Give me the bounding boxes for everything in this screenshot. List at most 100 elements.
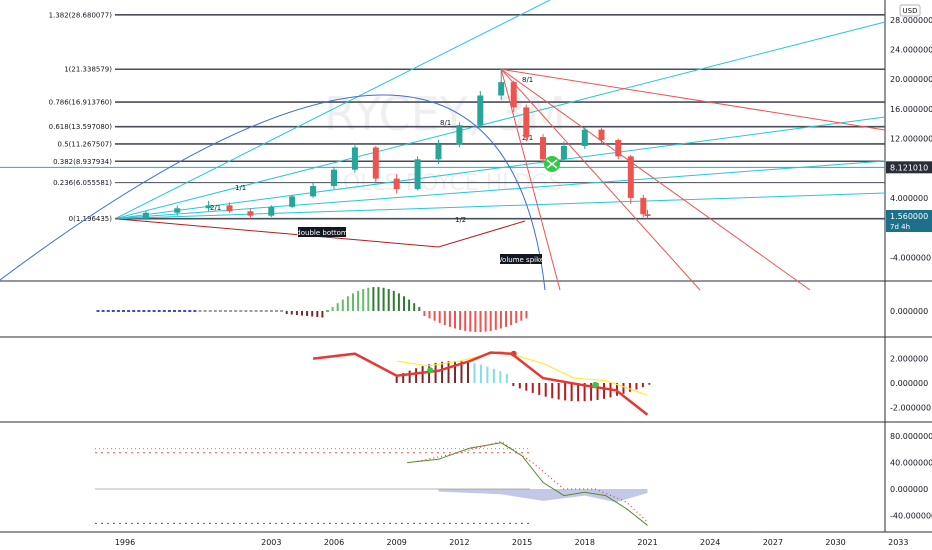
ind2-bar-14	[486, 366, 489, 383]
pane-separators	[0, 0, 932, 533]
fib-label-0.236: 0.236(6.055581)	[53, 179, 112, 187]
ind1-dot-1	[101, 310, 105, 312]
x-tick-2030: 2030	[825, 538, 845, 547]
ind2-bar-1	[402, 373, 405, 383]
ind1-dot-31	[254, 310, 258, 312]
candles	[142, 69, 651, 221]
fib-label-0: 0(1.196435)	[69, 215, 113, 223]
candle-body-21	[581, 129, 588, 146]
ind1-dot-33	[264, 310, 268, 312]
ind2-bar-11	[466, 362, 469, 383]
ind1-dot-13	[162, 310, 166, 312]
ind2-bar-3	[415, 368, 418, 383]
ind1-bar-76	[484, 311, 487, 332]
candle-body-24	[627, 156, 634, 198]
candle-body-16	[498, 82, 505, 96]
x-tick-2018: 2018	[575, 538, 595, 547]
ind1-dot-6	[127, 310, 131, 312]
gann-down-ray-3	[500, 68, 811, 291]
ind1-bar-75	[479, 311, 482, 332]
ind1-dot-20	[198, 310, 202, 312]
candle-body-0	[142, 212, 149, 219]
candle-body-12	[414, 159, 421, 189]
ind2-bar-13	[479, 364, 482, 383]
ind3-area	[438, 489, 648, 503]
gann-down-ray-1	[500, 68, 701, 291]
axes: 1996 2003 2006 2009 2012 2015 2018 2021 2024 2027…	[115, 4, 932, 547]
candle-body-20	[560, 145, 567, 160]
ind1-bar-73	[469, 311, 472, 332]
ind1-bar-72	[464, 311, 467, 331]
candle-body-1	[174, 208, 181, 213]
ind1-bar-77	[489, 311, 492, 331]
ind1-bar-66	[433, 311, 436, 321]
x-tick-2015: 2015	[512, 538, 532, 547]
ind1-bar-50	[352, 293, 354, 311]
ind2-bar-21	[531, 383, 534, 393]
ind1-bar-42	[311, 311, 314, 317]
ind1-dot-4	[116, 310, 120, 312]
ind2-bar-25	[557, 383, 560, 400]
x-tick-2027: 2027	[763, 538, 783, 547]
ind1-bar-69	[448, 311, 451, 327]
ind1-bar-56	[382, 287, 385, 311]
ind2-bar-8	[447, 361, 450, 383]
ind1-dot-45	[326, 310, 329, 312]
ind1-bar-48	[341, 299, 344, 311]
ind2-bar-32	[603, 383, 606, 399]
x-tick-2033: 2033	[888, 538, 908, 547]
ind1-dot-14	[167, 310, 171, 312]
ind2-bar-12	[473, 363, 476, 383]
ind2-bar-2	[408, 370, 411, 383]
annotations: double bottom Volume spike	[296, 227, 544, 264]
fibonacci-levels: 1.382(28.680077) 1(21.338579) 0.786(16.913…	[0, 11, 885, 223]
candle-body-3	[226, 205, 233, 212]
gann-label-4: 2/1	[522, 134, 533, 142]
ind3-tick--40.000000: -40.000000	[890, 511, 932, 520]
ind1-bar-58	[392, 290, 395, 311]
price-marker-bg	[886, 161, 932, 174]
ind2-bar-5	[428, 364, 431, 383]
x-tick-2006: 2006	[324, 538, 344, 547]
price-marker-label: 8.121010	[890, 163, 928, 172]
candle-body-7	[310, 186, 317, 197]
gann-label-2: 1/1	[235, 184, 246, 192]
ind2-bar-0	[395, 375, 398, 383]
currency-label: USD	[903, 7, 918, 15]
candle-body-18	[523, 107, 530, 138]
ind2-cross-marker-2	[592, 381, 599, 388]
x-tick-2021: 2021	[637, 538, 657, 547]
gann-label-1: 2/1	[210, 204, 221, 212]
indicator-1-pane	[96, 287, 528, 332]
x-tick-2012: 2012	[449, 538, 469, 547]
price-marker-sublabel: 7d 4h	[890, 223, 910, 231]
ind2-bar-34	[615, 383, 618, 396]
gann-label-3: 1/2	[455, 216, 466, 224]
fib-label-1.382: 1.382(28.680077)	[49, 11, 113, 19]
candle-body-17	[510, 82, 517, 108]
price-tick-24.000000: 24.000000	[890, 45, 932, 54]
ind1-bar-41	[306, 311, 309, 316]
ind2-bar-4	[421, 366, 424, 383]
ind2-bar-17	[505, 373, 508, 383]
price-tick-28.000000: 28.000000	[890, 16, 932, 25]
ind1-bar-83	[520, 311, 523, 321]
ind1-bar-84	[525, 311, 528, 319]
ind1-dot-27	[234, 310, 238, 312]
ind2-bar-20	[525, 383, 528, 391]
ind2-tick-2.000000: 2.000000	[890, 355, 928, 364]
ind1-bar-79	[499, 311, 502, 329]
fib-label-0.382: 0.382(8.937934)	[53, 158, 112, 166]
candle-body-23	[615, 140, 622, 157]
x-tick-2009: 2009	[387, 538, 407, 547]
ind2-bar-19	[518, 383, 521, 389]
ind1-bar-54	[372, 287, 375, 311]
ind1-tick-0.000000: 0.000000	[890, 307, 928, 316]
annotation-volume-spike: Volume spike	[498, 254, 544, 264]
fib-label-0.5: 0.5(11.267507)	[58, 140, 113, 148]
ind1-dot-30	[249, 310, 253, 312]
ind2-bar-10	[460, 361, 463, 383]
ind1-bar-37	[285, 311, 288, 314]
candle-body-5	[268, 206, 275, 216]
